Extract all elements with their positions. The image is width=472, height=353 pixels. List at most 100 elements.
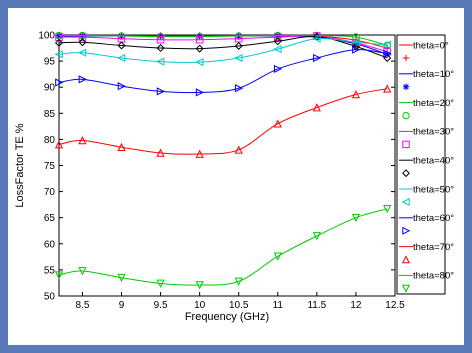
legend-entry: theta=80°	[399, 271, 454, 293]
data-point	[312, 34, 321, 43]
data-point	[352, 45, 361, 54]
y-tick-label: 80	[44, 135, 56, 146]
data-point	[78, 136, 87, 145]
plot-area	[58, 34, 396, 297]
legend-label: theta=30°	[413, 127, 454, 138]
data-point	[351, 38, 360, 47]
data-point	[156, 35, 165, 44]
data-point	[55, 32, 63, 40]
data-point	[402, 169, 410, 178]
series-group	[54, 31, 392, 290]
data-point	[402, 140, 410, 149]
data-point	[351, 90, 361, 99]
data-point	[312, 103, 321, 112]
data-point	[312, 232, 321, 241]
data-point	[401, 255, 411, 264]
data-point	[195, 88, 205, 97]
data-point	[273, 64, 283, 74]
data-point	[78, 267, 87, 276]
legend-label: theta=60°	[413, 213, 454, 224]
y-tick-label: 60	[44, 239, 56, 250]
y-tick-label: 90	[44, 83, 56, 94]
series-line	[58, 37, 388, 63]
x-tick-label: 11	[273, 300, 284, 311]
y-tick-label: 85	[44, 109, 56, 120]
data-point	[195, 44, 204, 53]
data-point	[234, 277, 243, 286]
y-tick-label: 95	[44, 57, 56, 68]
x-tick-label: 11.5	[307, 300, 326, 311]
data-point	[54, 140, 64, 149]
series-7	[54, 84, 392, 158]
legend-entry: theta=70°	[399, 242, 454, 264]
legend-label: theta=0°	[413, 40, 449, 51]
series-line	[58, 35, 388, 53]
series-line	[58, 49, 388, 94]
data-point	[195, 149, 204, 158]
data-point	[156, 44, 165, 53]
legend-label: theta=10°	[413, 69, 454, 80]
x-axis-label: Frequency (GHz)	[185, 311, 269, 323]
data-point	[234, 53, 243, 63]
legend-entry: theta=40°	[399, 156, 454, 178]
y-tick-label: 75	[44, 161, 56, 172]
x-tick-label: 12.5	[385, 300, 405, 311]
data-point	[402, 226, 411, 235]
legend-label: theta=20°	[413, 98, 454, 109]
legend-entry: theta=20°	[399, 98, 454, 120]
legend-entry: theta=60°	[399, 213, 454, 235]
data-point	[156, 279, 165, 288]
data-point	[401, 284, 411, 293]
data-point	[117, 142, 126, 152]
data-point	[156, 57, 165, 66]
data-point	[351, 213, 361, 223]
data-point	[78, 33, 87, 41]
legend-entry: theta=0°	[399, 40, 449, 62]
data-point	[117, 273, 126, 283]
data-point	[117, 53, 126, 63]
x-tick-label: 9	[119, 300, 125, 311]
legend: theta=0° theta=10° theta=20° theta=30° theta…	[396, 34, 454, 295]
series-line	[58, 88, 388, 155]
data-point	[401, 197, 410, 207]
data-point	[273, 37, 282, 46]
legend-entry: theta=50°	[399, 184, 454, 207]
legend-label: theta=40°	[413, 156, 454, 167]
x-tick-label: 10	[194, 300, 206, 311]
y-tick-label: 65	[44, 213, 56, 224]
y-tick-label: 70	[44, 187, 56, 198]
data-point	[55, 78, 64, 87]
data-point	[313, 53, 322, 63]
legend-entry: theta=30°	[399, 127, 454, 149]
data-point	[234, 145, 243, 154]
series-3	[55, 32, 391, 56]
data-point	[273, 119, 282, 128]
x-tick-label: 9.5	[154, 300, 168, 311]
y-tick-label: 55	[44, 265, 56, 276]
data-point	[382, 40, 391, 50]
series-6	[55, 45, 392, 97]
legend-box	[396, 34, 446, 295]
data-point	[55, 33, 63, 41]
y-axis-label: LossFactor TE %	[14, 123, 26, 207]
x-tick-label: 12	[350, 300, 362, 311]
data-point	[117, 41, 126, 50]
data-point	[402, 54, 410, 62]
series-5	[54, 34, 391, 67]
data-point	[195, 35, 204, 44]
data-point	[54, 50, 63, 59]
data-point	[54, 38, 64, 47]
legend-label: theta=80°	[413, 271, 454, 282]
data-point	[402, 83, 410, 90]
series-line	[58, 34, 388, 46]
y-tick-label: 100	[38, 31, 55, 42]
data-point	[79, 32, 86, 40]
legend-entry: theta=10°	[399, 69, 454, 90]
x-axis: 8.5 9 9.5 10 10.5 11 11.5 12 12.5	[75, 35, 405, 311]
data-point	[402, 111, 410, 120]
data-point	[383, 84, 392, 93]
data-point	[195, 58, 204, 67]
data-point	[117, 82, 126, 91]
data-point	[234, 41, 243, 50]
